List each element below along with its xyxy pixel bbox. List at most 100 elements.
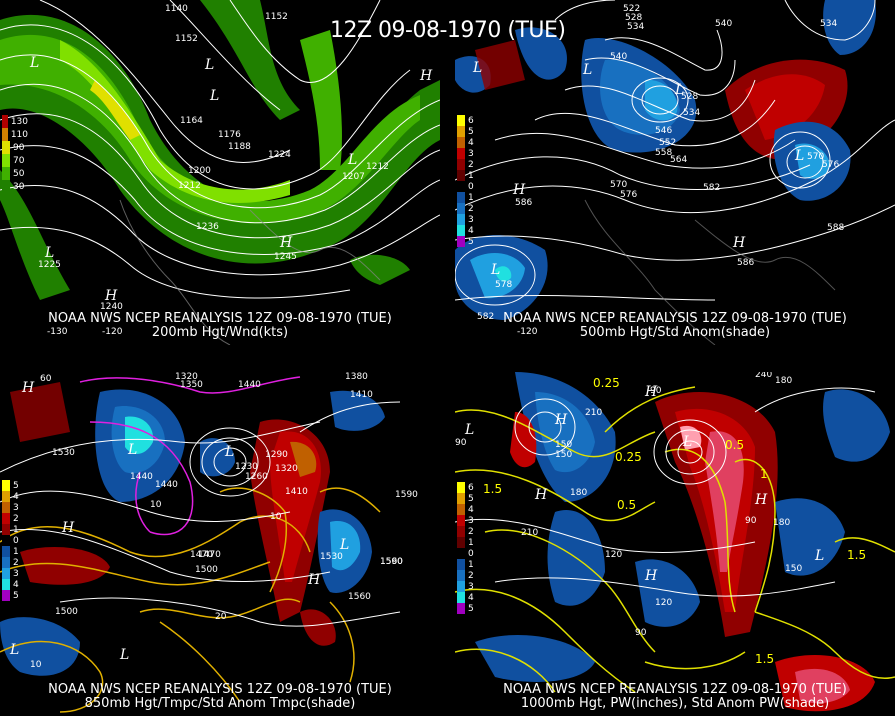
lon-label: -130 bbox=[47, 327, 68, 337]
contour-label: 1224 bbox=[268, 150, 291, 160]
contour-label: 1500 bbox=[55, 607, 78, 617]
high-center: H bbox=[645, 384, 658, 400]
pw-label: 0.25 bbox=[615, 450, 642, 464]
high-center: H bbox=[535, 487, 548, 503]
contour-label: 534 bbox=[820, 19, 838, 29]
legend-200mb: 130 110 90 70 50 30 bbox=[2, 115, 28, 193]
contour-label: 150 bbox=[785, 564, 803, 574]
contour-label: 582 bbox=[477, 312, 495, 322]
contour-label: 1230 bbox=[235, 462, 258, 472]
contour-label: 570 bbox=[610, 180, 628, 190]
pw-label: 1.5 bbox=[847, 548, 867, 562]
low-center: L bbox=[225, 444, 235, 460]
pw-label: 0.25 bbox=[593, 376, 620, 390]
lon-label: -120 bbox=[102, 327, 123, 337]
high-center: H bbox=[420, 68, 433, 84]
low-center: L bbox=[683, 434, 693, 450]
contour-label: 576 bbox=[620, 190, 638, 200]
contour-label: 150 bbox=[555, 450, 573, 460]
pw-label: 1.5 bbox=[483, 482, 503, 496]
map-500mb bbox=[455, 0, 895, 345]
low-center: L bbox=[45, 245, 55, 261]
panel-caption-field: 850mb Hgt/Tmpc/Std Anom Tmpc(shade) bbox=[84, 696, 356, 711]
legend-1000mb: 6 5 4 3 2 1 0 1 2 3 4 5 bbox=[457, 482, 483, 614]
low-center: L bbox=[205, 57, 215, 73]
contour-label: 1320 bbox=[175, 372, 198, 382]
panel-200mb: 130 110 90 70 50 30 1140 1152 1152 1164 … bbox=[0, 0, 440, 345]
contour-label: 1440 bbox=[155, 480, 178, 490]
panel-500mb: 6 5 4 3 2 1 0 1 2 3 4 5 522 528 534 540 … bbox=[455, 0, 895, 345]
legend-850mb: 5 4 3 2 1 0 1 2 3 4 5 bbox=[2, 480, 28, 601]
temp-label: 10 bbox=[30, 660, 42, 670]
contour-label: 240 bbox=[755, 372, 773, 380]
high-center: H bbox=[280, 235, 293, 251]
panel-caption-field: 1000mb Hgt, PW(inches), Std Anom PW(shad… bbox=[520, 696, 830, 711]
contour-label: 120 bbox=[655, 598, 673, 608]
contour-label: 1200 bbox=[188, 166, 211, 176]
contour-label: 180 bbox=[775, 376, 793, 386]
low-center: L bbox=[128, 442, 138, 458]
contour-label: 210 bbox=[521, 528, 539, 538]
center-value: 1245 bbox=[274, 252, 297, 262]
high-center: H bbox=[645, 568, 658, 584]
low-center: L bbox=[675, 82, 685, 98]
contour-label: 540 bbox=[715, 19, 733, 29]
contour-label: 1212 bbox=[178, 181, 201, 191]
high-center: H bbox=[62, 520, 75, 536]
contour-label: 90 bbox=[635, 628, 647, 638]
map-200mb bbox=[0, 0, 440, 345]
contour-label: 522 bbox=[623, 4, 641, 14]
panel-caption-field: 200mb Hgt/Wnd(kts) bbox=[151, 325, 289, 340]
contour-label: 210 bbox=[585, 408, 603, 418]
contour-label: 534 bbox=[683, 108, 701, 118]
contour-label: 564 bbox=[670, 155, 688, 165]
high-center: H bbox=[105, 288, 118, 304]
contour-label: 120 bbox=[605, 550, 623, 560]
panel-caption-title: NOAA NWS NCEP REANALYSIS 12Z 09-08-1970 … bbox=[503, 682, 847, 697]
contour-label: 558 bbox=[655, 148, 673, 158]
low-center: L bbox=[348, 152, 358, 168]
temp-label: 10 bbox=[150, 500, 162, 510]
panel-caption-field: 500mb Hgt/Std Anom(shade) bbox=[579, 325, 771, 340]
low-center: L bbox=[465, 422, 475, 438]
high-center: H bbox=[22, 380, 35, 396]
low-center: L bbox=[491, 262, 501, 278]
high-center: H bbox=[755, 492, 768, 508]
contour-label: 1380 bbox=[345, 372, 368, 382]
contour-label: 1152 bbox=[265, 12, 288, 22]
contour-label: 1470 bbox=[190, 550, 213, 560]
high-center: H bbox=[308, 572, 321, 588]
contour-label: 1140 bbox=[165, 4, 188, 14]
contour-label: 1188 bbox=[228, 142, 251, 152]
contour-label: 528 bbox=[625, 13, 643, 23]
contour-label: 1410 bbox=[285, 487, 308, 497]
contour-label: 1410 bbox=[350, 390, 373, 400]
contour-label: 1440 bbox=[130, 472, 153, 482]
temp-label: 10 bbox=[270, 512, 282, 522]
contour-label: 1320 bbox=[275, 464, 298, 474]
contour-label: 1212 bbox=[366, 162, 389, 172]
contour-label: 540 bbox=[610, 52, 628, 62]
high-center: H bbox=[733, 235, 746, 251]
high-center: H bbox=[513, 182, 526, 198]
center-value: 586 bbox=[737, 258, 755, 268]
contour-label: 1530 bbox=[52, 448, 75, 458]
contour-label: 576 bbox=[822, 160, 840, 170]
low-center: L bbox=[815, 548, 825, 564]
low-center: L bbox=[30, 55, 40, 71]
low-center: L bbox=[795, 148, 805, 164]
contour-label: 1560 bbox=[348, 592, 371, 602]
contour-label: 90 bbox=[455, 438, 467, 448]
contour-label: 90 bbox=[745, 516, 757, 526]
contour-label: 1164 bbox=[180, 116, 203, 126]
contour-label: 1500 bbox=[195, 565, 218, 575]
contour-label: 1290 bbox=[265, 450, 288, 460]
contour-label: 1152 bbox=[175, 34, 198, 44]
contour-label: 1236 bbox=[196, 222, 219, 232]
contour-label: 1176 bbox=[218, 130, 241, 140]
contour-label: 180 bbox=[570, 488, 588, 498]
contour-label: 1590 bbox=[395, 490, 418, 500]
low-center: L bbox=[583, 62, 593, 78]
panel-1000mb: 6 5 4 3 2 1 0 1 2 3 4 5 240 180 90 150 2… bbox=[455, 372, 895, 716]
contour-label: 1590 bbox=[380, 557, 403, 567]
